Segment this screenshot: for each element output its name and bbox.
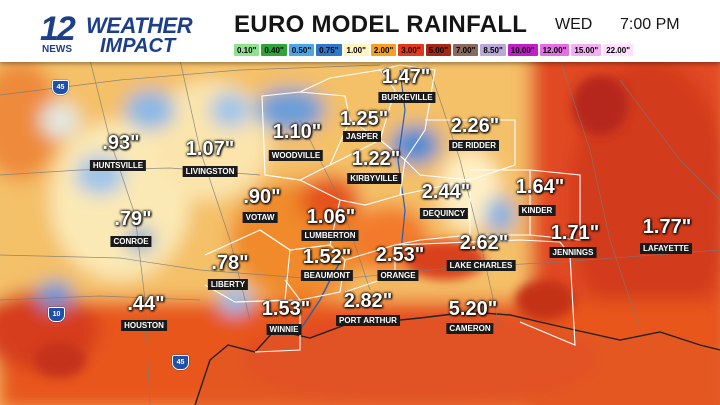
interstate-45-shield: 45 [172,355,189,370]
city-label: LIBERTY [207,279,249,290]
city-label: DE RIDDER [448,140,500,151]
rainfall-amount: .93" [102,132,140,154]
city-label: BURKEVILLE [378,92,436,103]
legend-swatch: 0.40" [261,44,287,56]
city-label: KIRBYVILLE [347,173,401,184]
station-logo-news: NEWS [42,44,72,55]
rainfall-amount: 1.77" [642,216,692,238]
city-label: DEQUINCY [419,208,469,219]
logo-weather-text: WEATHER [86,13,193,38]
city-label: KINDER [518,205,556,216]
rainfall-amount: 2.62" [459,232,509,254]
county-outlines [204,64,581,353]
legend-swatch: 0.75" [316,44,342,56]
city-label: WINNIE [266,324,302,335]
legend-swatch: 22.00" [603,44,633,56]
page-title: EURO MODEL RAINFALL [234,11,528,38]
legend-swatch: 15.00" [571,44,602,56]
city-label: WOODVILLE [268,150,324,161]
rainfall-amount: 1.47" [381,66,431,88]
city-label: VOTAW [242,212,278,223]
forecast-day: WED [555,16,593,33]
legend-swatch: 0.50" [288,44,315,56]
city-label: JENNINGS [549,247,597,258]
legend-swatch: 10.00" [507,44,538,56]
city-label: HUNTSVILLE [89,160,147,171]
station-logo-number: 12 [40,10,76,48]
rainfall-amount: 2.82" [343,290,393,312]
legend-swatch: 3.00" [398,44,424,56]
city-label: LIVINGSTON [182,166,238,177]
rainfall-amount: .78" [211,252,249,274]
city-label: HOUSTON [121,320,167,331]
legend-swatch: 8.50" [480,44,506,56]
rainfall-amount: 1.10" [272,121,322,143]
rainfall-amount: 2.44" [421,181,471,203]
city-label: BEAUMONT [300,270,354,281]
rainfall-amount: .90" [243,186,281,208]
city-label: CAMERON [446,323,494,334]
city-label: CONROE [110,236,152,247]
rainfall-amount: 1.07" [185,138,235,160]
city-label: LAKE CHARLES [446,260,516,271]
rainfall-amount: 1.06" [306,206,356,228]
forecast-time: 7:00 PM [620,16,680,33]
legend-swatch: 7.00" [453,44,479,56]
city-label: JASPER [342,131,382,142]
city-label: ORANGE [377,270,419,281]
interstate-10-shield: 10 [48,307,65,322]
rainfall-amount: 1.52" [302,246,352,268]
rainfall-amount: 2.26" [450,115,500,137]
rainfall-amount: 5.20" [448,298,498,320]
rainfall-legend: 0.10" 0.40" 0.50" 0.75" 1.00" 2.00" 3.00… [234,44,633,56]
rainfall-amount: 1.64" [515,176,565,198]
legend-swatch: 12.00" [539,44,570,56]
header-bar: 12 NEWS WEATHER IMPACT EURO MODEL RAINFA… [0,0,720,62]
rainfall-amount: 1.53" [261,298,311,320]
rainfall-amount: .79" [114,208,152,230]
interstate-45-shield: 45 [52,80,69,95]
logo-impact-text: IMPACT [100,35,176,57]
city-label: LUMBERTON [301,230,359,241]
rainfall-amount: 2.53" [375,244,425,266]
legend-swatch: 1.00" [343,44,369,56]
rainfall-amount: 1.25" [339,108,389,130]
rainfall-amount: .44" [127,293,165,315]
city-label: LAFAYETTE [640,243,692,254]
rainfall-amount: 1.71" [550,222,600,244]
legend-swatch: 0.10" [234,44,260,56]
legend-swatch: 5.00" [425,44,451,56]
legend-swatch: 2.00" [370,44,397,56]
rainfall-amount: 1.22" [351,148,401,170]
city-label: PORT ARTHUR [336,315,400,326]
